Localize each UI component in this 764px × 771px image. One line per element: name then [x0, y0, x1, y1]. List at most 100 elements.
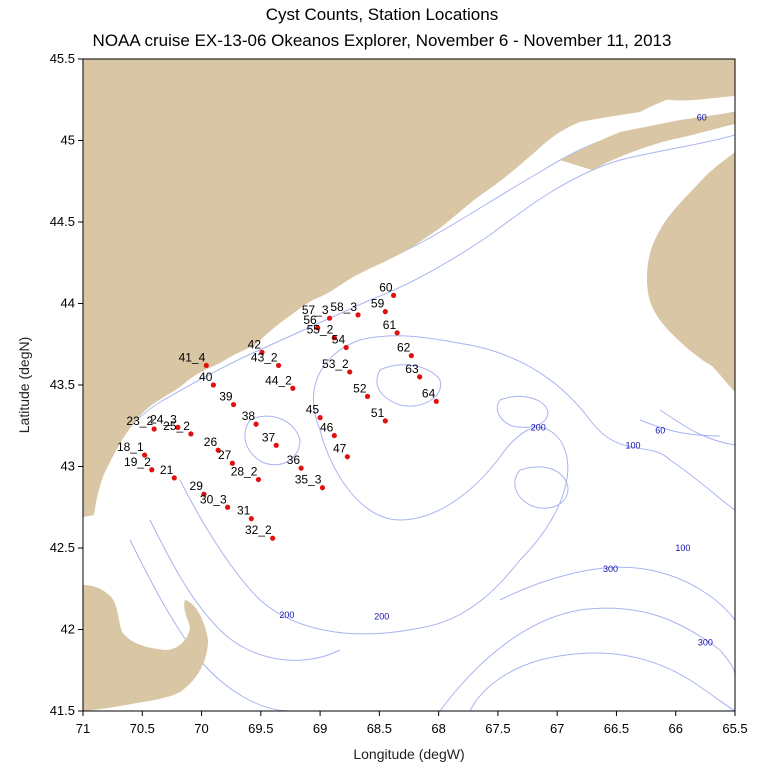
station-marker[interactable]	[203, 362, 209, 369]
station-label: 60	[379, 280, 393, 294]
x-tick-label: 68.5	[367, 721, 392, 736]
y-tick-label: 41.5	[50, 703, 75, 718]
station-marker[interactable]	[270, 535, 276, 541]
y-tick-label: 43.5	[50, 377, 75, 392]
land-bay-of-fundy-shore	[560, 112, 735, 170]
contour-basin-4	[496, 396, 549, 428]
station-marker[interactable]	[315, 325, 321, 331]
station-label: 51	[371, 406, 385, 420]
station-label: 36	[287, 453, 301, 467]
station-marker[interactable]	[331, 432, 337, 439]
station-label: 44_2	[265, 373, 292, 387]
station-label: 63	[405, 362, 419, 376]
station-label: 62	[397, 341, 411, 355]
x-tick-label: 67.5	[485, 721, 510, 736]
y-tick-label: 42	[61, 622, 75, 637]
contour-basin-2	[244, 415, 301, 466]
station-label: 32_2	[245, 523, 272, 537]
land-cape-cod	[83, 585, 208, 711]
station-label: 26	[204, 435, 218, 449]
y-tick-label: 43	[61, 459, 75, 474]
depth-label: 100	[626, 440, 641, 450]
station-marker[interactable]	[355, 312, 361, 318]
station-marker[interactable]	[276, 362, 282, 369]
station-marker[interactable]	[343, 344, 349, 351]
y-tick-label: 44	[61, 296, 75, 311]
y-axis: 41.5 42 42.5 43 43.5 44 44.5 45 45.5	[50, 51, 83, 718]
x-axis: 71 70.5 70 69.5 69 68.5 68 67.5 67 66.5 66 65.5	[76, 711, 748, 736]
contour-60-east	[639, 419, 721, 437]
station-label: 64	[422, 386, 436, 400]
x-tick-label: 70.5	[130, 721, 155, 736]
station-label: 39	[219, 390, 233, 404]
station-label: 18_1	[117, 440, 144, 454]
station-label: 29	[190, 479, 204, 493]
station-marker[interactable]	[215, 447, 221, 453]
station-marker[interactable]	[319, 485, 326, 491]
station-marker[interactable]	[408, 353, 414, 359]
station-label: 54	[332, 333, 346, 347]
station-marker[interactable]	[225, 504, 231, 510]
station-marker[interactable]	[317, 415, 323, 421]
station-marker[interactable]	[229, 460, 235, 466]
station-marker[interactable]	[331, 335, 337, 341]
contour-basin-1	[376, 364, 442, 407]
station-marker[interactable]	[253, 421, 259, 427]
station-marker[interactable]	[142, 452, 148, 458]
station-marker[interactable]	[259, 349, 265, 355]
station-marker[interactable]	[290, 385, 296, 391]
station-marker[interactable]	[326, 315, 333, 321]
x-axis-label: Longitude (degW)	[353, 746, 464, 762]
contour-100-georges	[499, 566, 735, 621]
station-marker[interactable]	[344, 454, 350, 460]
station-marker[interactable]	[433, 398, 439, 404]
map-subtitle: NOAA cruise EX-13-06 Okeanos Explorer, N…	[92, 31, 672, 50]
station-label: 37	[262, 430, 276, 444]
station-marker[interactable]	[273, 442, 279, 448]
contour-basin-3	[514, 466, 569, 509]
y-tick-label: 42.5	[50, 540, 75, 555]
land-nova-scotia	[646, 152, 735, 392]
depth-label: 200	[531, 422, 546, 432]
station-marker[interactable]	[298, 465, 304, 471]
y-tick-label: 44.5	[50, 214, 75, 229]
station-marker[interactable]	[417, 374, 423, 380]
station-marker[interactable]	[382, 418, 388, 424]
station-marker[interactable]	[255, 476, 262, 483]
station-marker[interactable]	[201, 491, 207, 497]
station-marker[interactable]	[382, 309, 388, 315]
station-label: 21	[160, 463, 174, 477]
x-tick-label: 71	[76, 721, 90, 736]
station-marker[interactable]	[210, 382, 216, 388]
station-label: 52	[353, 381, 367, 395]
station-marker[interactable]	[188, 431, 194, 437]
station-marker[interactable]	[171, 475, 177, 481]
station-label: 47	[333, 442, 347, 456]
land-north-block	[620, 59, 735, 101]
station-marker[interactable]	[364, 393, 371, 400]
station-marker[interactable]	[149, 467, 155, 473]
station-label: 19_2	[124, 455, 151, 469]
x-tick-label: 65.5	[722, 721, 747, 736]
station-label: 24_3	[150, 412, 177, 426]
station-marker[interactable]	[394, 330, 400, 336]
x-tick-label: 66.5	[604, 721, 629, 736]
station-label: 41_4	[179, 350, 206, 364]
station-label: 28_2	[231, 465, 258, 479]
station-label: 57_3	[302, 303, 329, 317]
station-marker[interactable]	[248, 516, 254, 522]
depth-labels: 60 60 100 200 100 300 200 200 300	[279, 113, 712, 648]
station-marker[interactable]	[390, 292, 397, 298]
station-marker[interactable]	[347, 369, 353, 375]
y-tick-label: 45.5	[50, 51, 75, 66]
station-marker[interactable]	[230, 401, 237, 408]
land-maine-coast	[83, 59, 735, 517]
station-label: 55_2	[307, 323, 334, 337]
station-label: 27	[218, 448, 232, 462]
station-label: 23_2	[126, 414, 153, 428]
station-marker[interactable]	[175, 424, 181, 430]
station-label: 56	[303, 313, 317, 327]
station-marker[interactable]	[151, 426, 157, 432]
station-label: 31	[237, 504, 251, 518]
